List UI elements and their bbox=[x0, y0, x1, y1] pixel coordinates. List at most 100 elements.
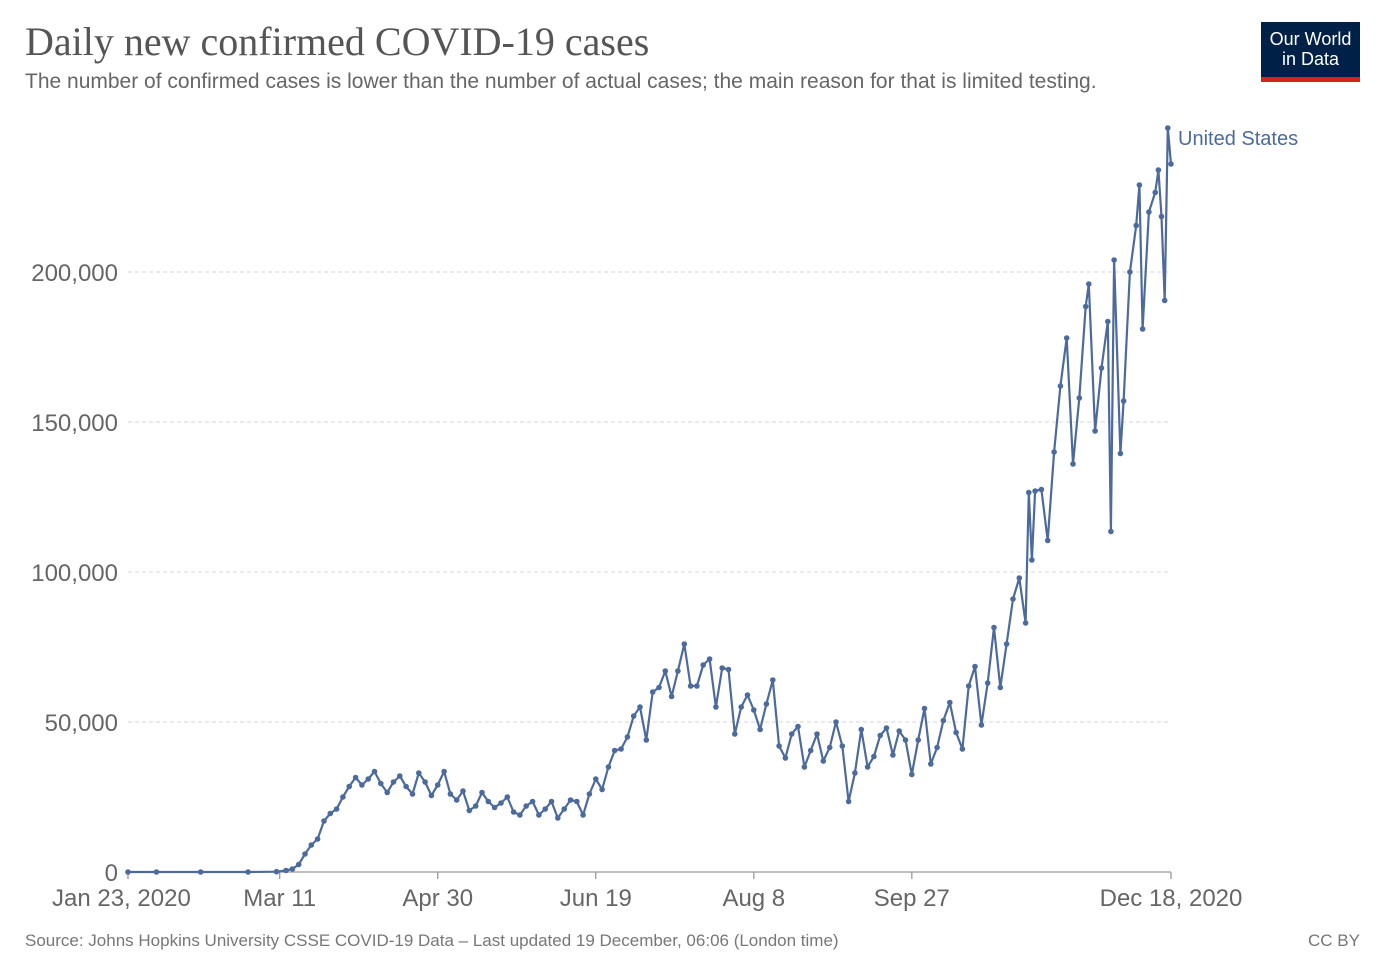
data-point-139[interactable] bbox=[1111, 257, 1117, 263]
data-point-104[interactable] bbox=[909, 771, 915, 778]
data-point-18[interactable] bbox=[365, 776, 372, 782]
data-point-52[interactable] bbox=[580, 812, 586, 818]
data-point-122[interactable] bbox=[1022, 620, 1029, 626]
data-point-47[interactable] bbox=[548, 798, 555, 805]
data-point-115[interactable] bbox=[978, 722, 985, 728]
data-point-27[interactable] bbox=[422, 779, 428, 785]
data-point-64[interactable] bbox=[656, 684, 662, 691]
data-point-20[interactable] bbox=[378, 780, 384, 787]
data-point-121[interactable] bbox=[1016, 575, 1023, 581]
data-point-107[interactable] bbox=[928, 761, 934, 767]
data-point-114[interactable] bbox=[972, 663, 978, 670]
data-point-30[interactable] bbox=[441, 768, 447, 775]
data-point-135[interactable] bbox=[1092, 428, 1098, 434]
data-point-32[interactable] bbox=[453, 797, 460, 803]
data-point-119[interactable] bbox=[1003, 641, 1010, 647]
data-point-72[interactable] bbox=[706, 656, 713, 662]
data-point-26[interactable] bbox=[416, 770, 422, 776]
data-point-40[interactable] bbox=[504, 794, 511, 800]
data-point-124[interactable] bbox=[1029, 557, 1035, 563]
data-point-112[interactable] bbox=[959, 746, 966, 752]
data-point-118[interactable] bbox=[997, 684, 1004, 691]
data-point-39[interactable] bbox=[498, 800, 504, 806]
data-point-15[interactable] bbox=[346, 783, 353, 790]
data-point-65[interactable] bbox=[662, 668, 669, 674]
data-point-83[interactable] bbox=[776, 743, 782, 749]
data-point-100[interactable] bbox=[883, 725, 890, 731]
data-point-29[interactable] bbox=[434, 782, 441, 788]
data-point-98[interactable] bbox=[871, 753, 877, 760]
data-point-130[interactable] bbox=[1063, 335, 1070, 341]
data-point-106[interactable] bbox=[921, 705, 928, 712]
data-point-6[interactable] bbox=[289, 866, 296, 872]
data-point-109[interactable] bbox=[940, 717, 947, 724]
data-point-57[interactable] bbox=[611, 747, 618, 754]
data-point-99[interactable] bbox=[877, 732, 883, 739]
data-point-146[interactable] bbox=[1146, 209, 1152, 215]
data-point-143[interactable] bbox=[1133, 222, 1139, 229]
data-point-92[interactable] bbox=[833, 719, 839, 725]
data-point-125[interactable] bbox=[1032, 488, 1038, 494]
data-point-56[interactable] bbox=[605, 764, 612, 770]
data-point-22[interactable] bbox=[390, 779, 397, 785]
data-point-28[interactable] bbox=[428, 792, 435, 799]
data-point-137[interactable] bbox=[1105, 318, 1111, 325]
data-point-75[interactable] bbox=[725, 666, 732, 673]
data-point-60[interactable] bbox=[630, 713, 637, 719]
data-point-129[interactable] bbox=[1057, 383, 1064, 389]
data-point-7[interactable] bbox=[295, 861, 302, 868]
data-point-69[interactable] bbox=[687, 683, 694, 689]
data-point-45[interactable] bbox=[536, 812, 542, 818]
data-point-54[interactable] bbox=[593, 776, 599, 782]
data-point-59[interactable] bbox=[624, 734, 631, 740]
data-point-44[interactable] bbox=[529, 798, 536, 805]
data-point-101[interactable] bbox=[890, 752, 896, 758]
data-point-90[interactable] bbox=[820, 758, 827, 764]
data-point-145[interactable] bbox=[1139, 326, 1146, 332]
data-point-133[interactable] bbox=[1082, 303, 1089, 310]
data-point-85[interactable] bbox=[788, 731, 795, 737]
data-point-128[interactable] bbox=[1051, 449, 1057, 455]
data-point-77[interactable] bbox=[738, 704, 744, 710]
data-point-82[interactable] bbox=[770, 677, 776, 683]
data-point-1[interactable] bbox=[153, 869, 160, 875]
data-point-103[interactable] bbox=[902, 737, 909, 743]
data-point-94[interactable] bbox=[845, 798, 852, 805]
data-point-74[interactable] bbox=[719, 665, 725, 671]
data-point-63[interactable] bbox=[649, 689, 656, 695]
data-point-131[interactable] bbox=[1070, 461, 1076, 467]
data-point-5[interactable] bbox=[283, 867, 289, 874]
data-point-116[interactable] bbox=[984, 680, 991, 686]
data-point-149[interactable] bbox=[1158, 213, 1165, 220]
data-point-9[interactable] bbox=[308, 842, 315, 848]
data-point-84[interactable] bbox=[782, 755, 789, 761]
data-point-148[interactable] bbox=[1155, 167, 1162, 173]
data-point-97[interactable] bbox=[864, 764, 871, 770]
data-point-36[interactable] bbox=[479, 789, 485, 796]
data-point-127[interactable] bbox=[1044, 537, 1051, 544]
data-point-67[interactable] bbox=[675, 668, 681, 674]
data-point-4[interactable] bbox=[273, 868, 280, 875]
data-point-79[interactable] bbox=[751, 707, 757, 713]
data-point-41[interactable] bbox=[510, 809, 517, 815]
data-point-42[interactable] bbox=[517, 812, 523, 818]
data-point-71[interactable] bbox=[700, 662, 706, 668]
data-point-105[interactable] bbox=[915, 737, 921, 743]
data-point-95[interactable] bbox=[852, 770, 858, 776]
data-point-14[interactable] bbox=[340, 794, 346, 800]
data-point-142[interactable] bbox=[1127, 269, 1133, 275]
data-point-25[interactable] bbox=[409, 791, 416, 797]
data-point-13[interactable] bbox=[333, 806, 340, 812]
data-point-87[interactable] bbox=[801, 764, 808, 770]
data-point-140[interactable] bbox=[1117, 450, 1124, 457]
data-point-117[interactable] bbox=[991, 624, 997, 631]
license-link[interactable]: CC BY bbox=[1308, 931, 1360, 950]
data-point-10[interactable] bbox=[314, 836, 321, 842]
data-point-68[interactable] bbox=[681, 641, 688, 647]
data-point-80[interactable] bbox=[757, 726, 763, 733]
data-point-144[interactable] bbox=[1136, 182, 1143, 188]
data-point-35[interactable] bbox=[472, 803, 479, 809]
data-point-93[interactable] bbox=[839, 743, 846, 749]
data-point-37[interactable] bbox=[485, 798, 492, 805]
series-united-states[interactable]: United States bbox=[125, 125, 1298, 875]
